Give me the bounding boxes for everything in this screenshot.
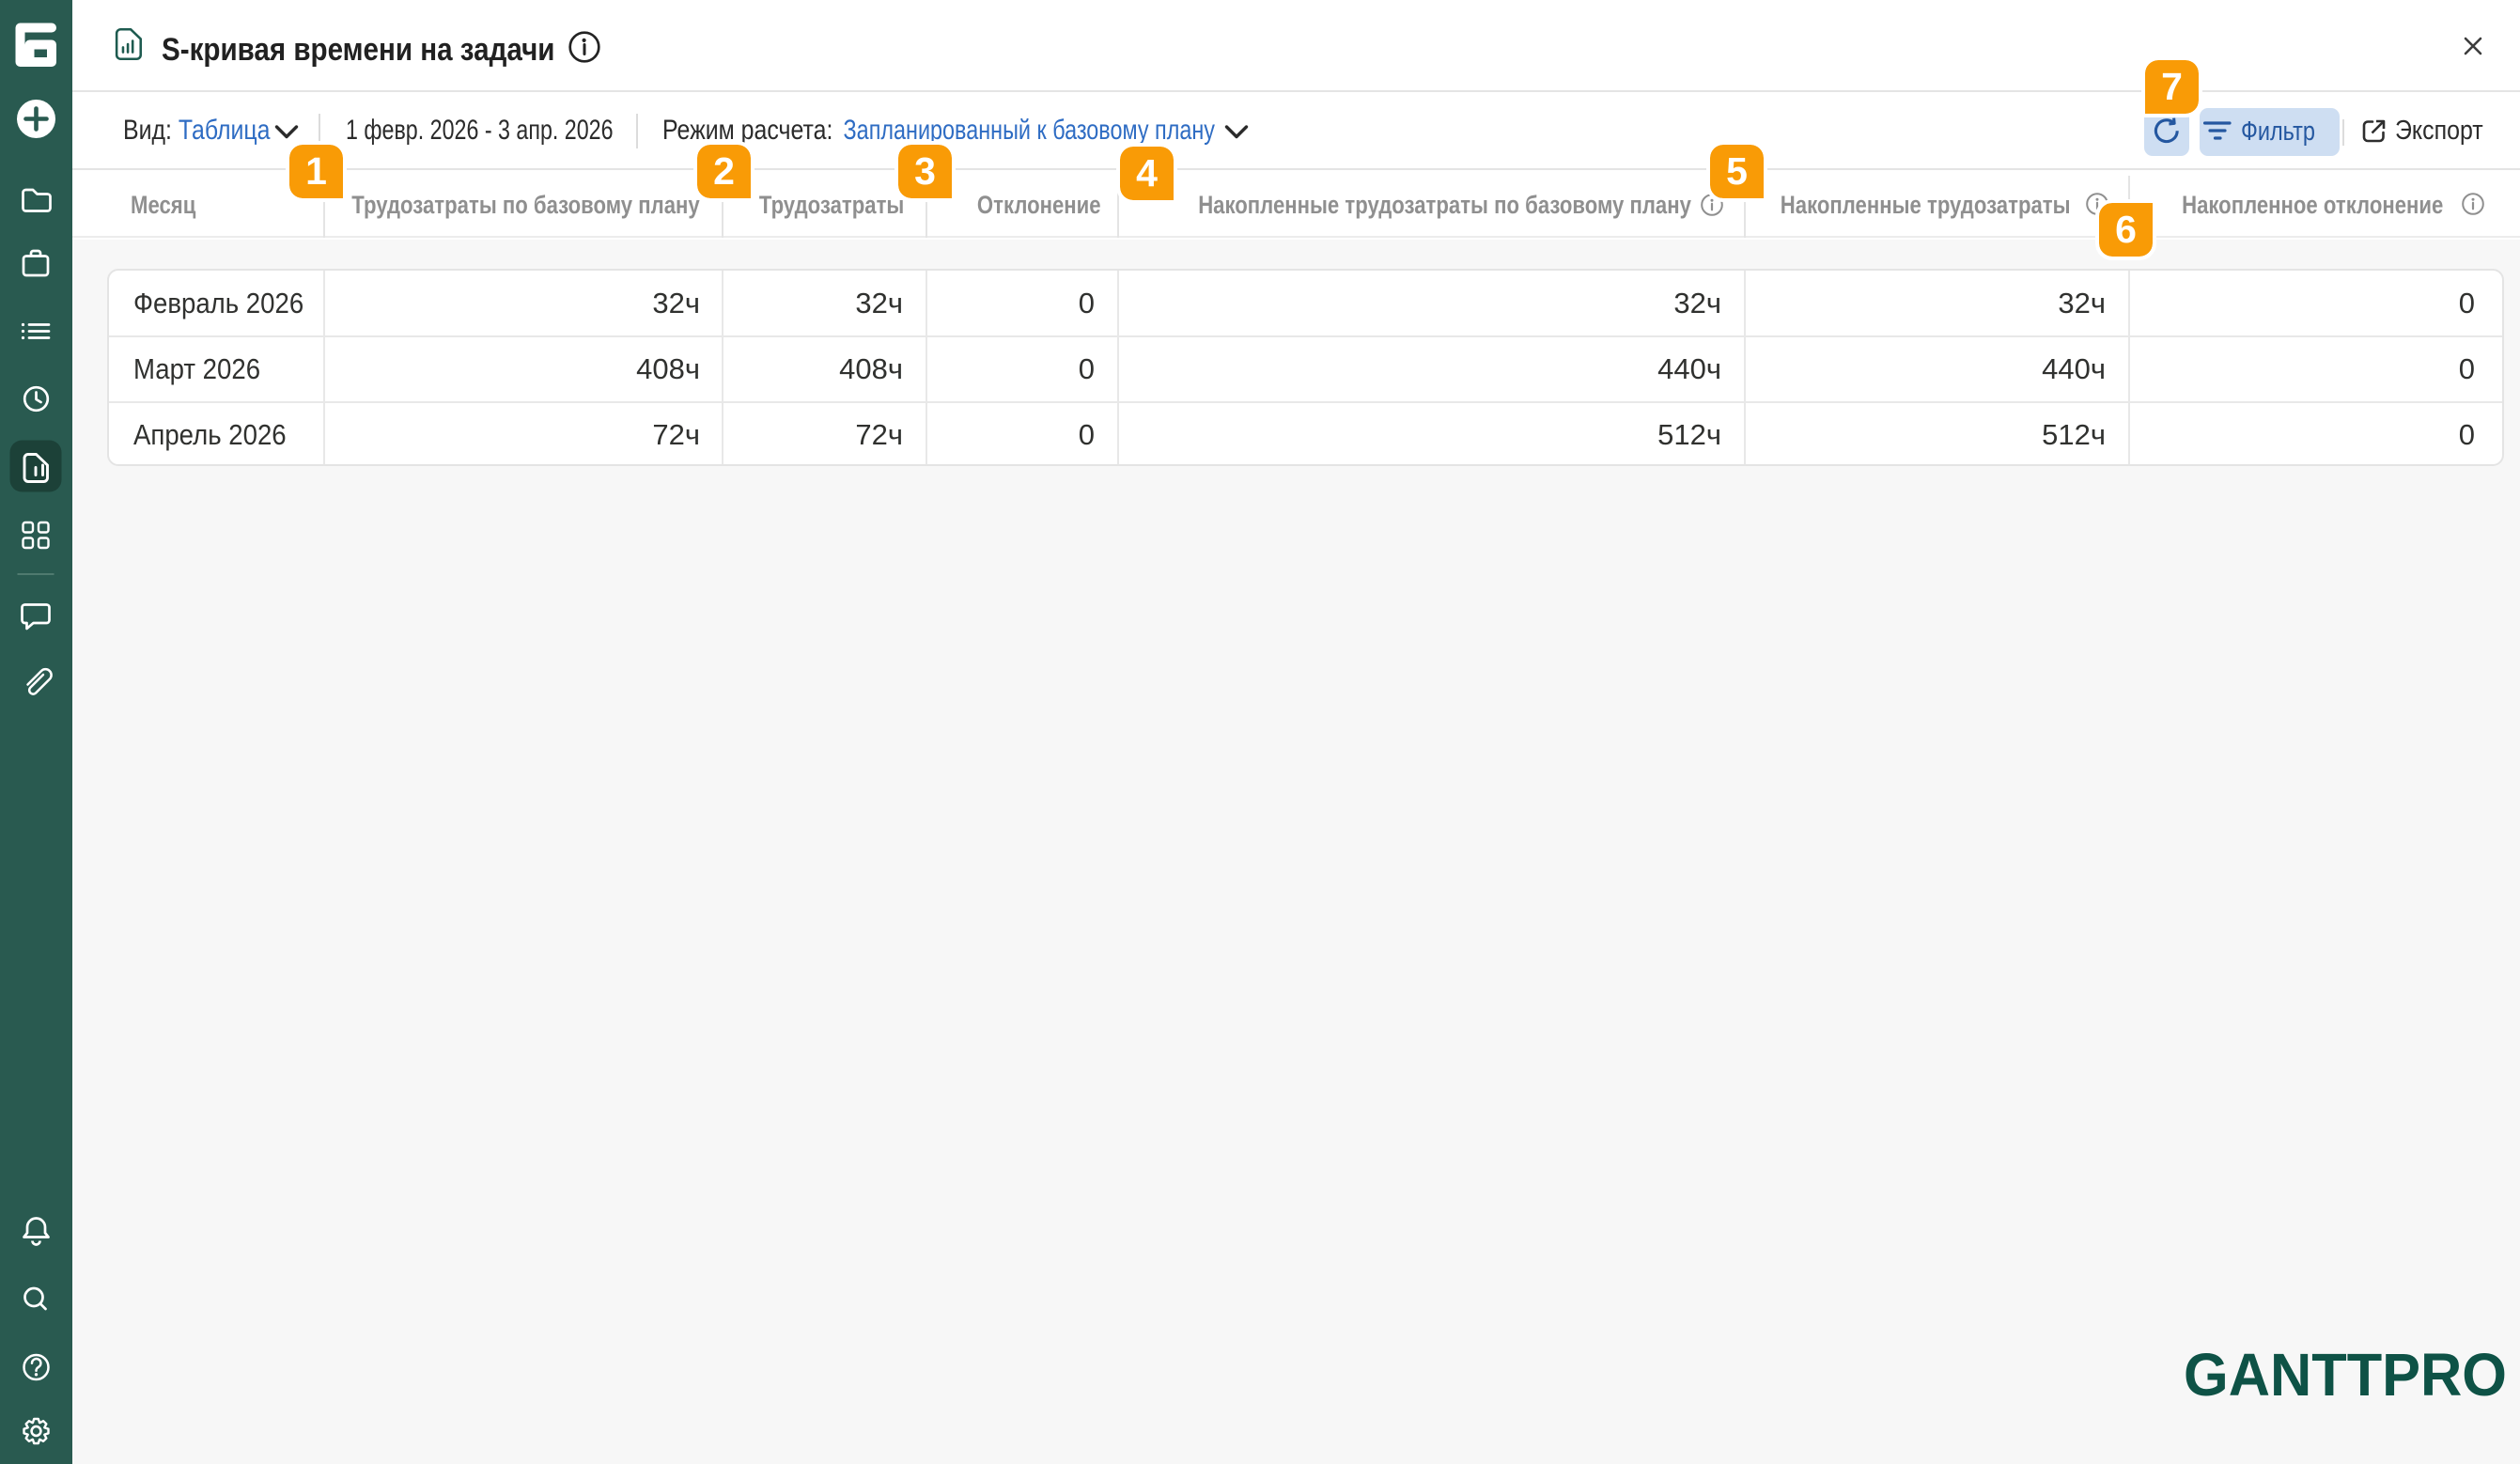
svg-text:GANTTPRO: GANTTPRO: [2184, 1349, 2507, 1402]
